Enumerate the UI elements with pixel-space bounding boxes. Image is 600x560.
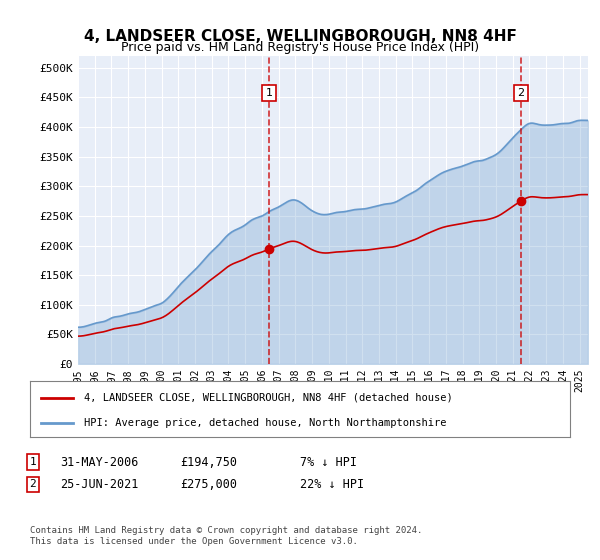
Text: 4, LANDSEER CLOSE, WELLINGBOROUGH, NN8 4HF: 4, LANDSEER CLOSE, WELLINGBOROUGH, NN8 4… bbox=[83, 29, 517, 44]
Text: 31-MAY-2006: 31-MAY-2006 bbox=[60, 455, 139, 469]
Text: 2: 2 bbox=[29, 479, 37, 489]
Text: 2: 2 bbox=[517, 88, 524, 98]
Text: 4, LANDSEER CLOSE, WELLINGBOROUGH, NN8 4HF (detached house): 4, LANDSEER CLOSE, WELLINGBOROUGH, NN8 4… bbox=[84, 393, 453, 403]
Text: 1: 1 bbox=[265, 88, 272, 98]
Text: £194,750: £194,750 bbox=[180, 455, 237, 469]
Text: HPI: Average price, detached house, North Northamptonshire: HPI: Average price, detached house, Nort… bbox=[84, 418, 446, 428]
Text: 25-JUN-2021: 25-JUN-2021 bbox=[60, 478, 139, 491]
Text: £275,000: £275,000 bbox=[180, 478, 237, 491]
Text: Price paid vs. HM Land Registry's House Price Index (HPI): Price paid vs. HM Land Registry's House … bbox=[121, 41, 479, 54]
Text: Contains HM Land Registry data © Crown copyright and database right 2024.
This d: Contains HM Land Registry data © Crown c… bbox=[30, 526, 422, 546]
Text: 7% ↓ HPI: 7% ↓ HPI bbox=[300, 455, 357, 469]
Text: 22% ↓ HPI: 22% ↓ HPI bbox=[300, 478, 364, 491]
Text: 1: 1 bbox=[29, 457, 37, 467]
